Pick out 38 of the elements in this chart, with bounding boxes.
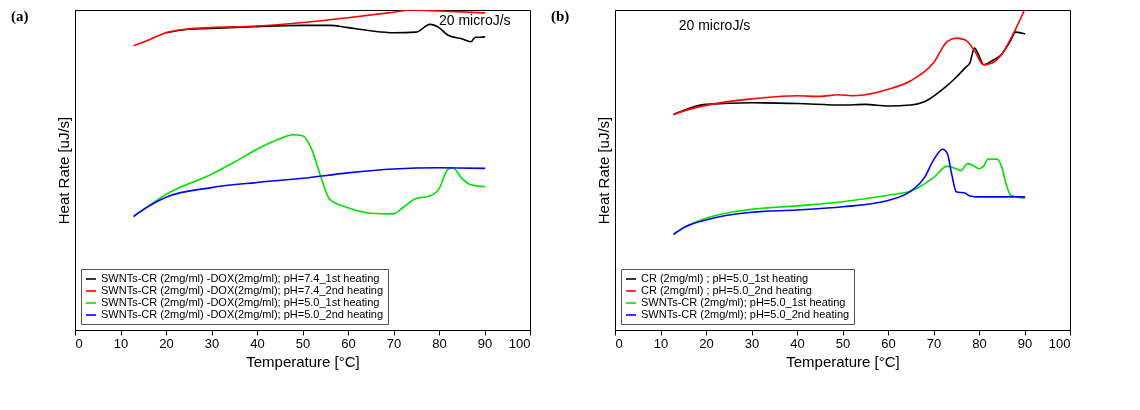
x-tick-label: 40	[250, 335, 265, 351]
x-tick-label: 20	[159, 335, 174, 351]
x-axis-title: Temperature [°C]	[786, 352, 900, 370]
x-tick-label: 0	[615, 335, 623, 351]
x-tick-label: 60	[881, 335, 896, 351]
chart-title: (b)	[551, 8, 570, 25]
legend-label: SWNTs-CR (2mg/ml) -DOX(2mg/ml); pH=5.0_1st heating	[101, 296, 380, 308]
x-tick-label: 90	[1017, 335, 1033, 351]
y-axis-title: Heat Rate [uJ/s]	[594, 116, 612, 225]
x-tick-label: 80	[432, 335, 447, 351]
legend-label: CR (2mg/ml) ; pH=5.0_1st heating	[641, 272, 809, 284]
y-axis-title: Heat Rate [uJ/s]	[54, 116, 72, 225]
legend-label: SWNTs-CR (2mg/ml); pH=5.0_1st heating	[641, 296, 846, 308]
x-tick-label: 80	[972, 335, 987, 351]
x-tick-label: 50	[835, 335, 851, 351]
chart-title: (a)	[11, 8, 29, 25]
legend-label: SWNTs-CR (2mg/ml) -DOX(2mg/ml); pH=5.0_2nd heating	[101, 308, 384, 320]
x-tick-label: 10	[113, 335, 129, 351]
legend-label: SWNTs-CR (2mg/ml) -DOX(2mg/ml); pH=7.4_1st heating	[101, 272, 380, 284]
annotation: 20 microJ/s	[439, 12, 511, 29]
x-axis-title: Temperature [°C]	[246, 352, 360, 370]
x-tick-label: 30	[744, 335, 760, 351]
annotation: 20 microJ/s	[678, 17, 751, 33]
x-tick-label: 100	[508, 335, 531, 351]
x-tick-label: 70	[386, 335, 402, 351]
x-tick-label: 100	[1048, 335, 1071, 351]
x-tick-label: 10	[653, 335, 669, 351]
legend-label: CR (2mg/ml) ; pH=5.0_2nd heating	[641, 284, 812, 296]
legend-label: SWNTs-CR (2mg/ml) -DOX(2mg/ml); pH=7.4_2nd heating	[101, 284, 384, 296]
x-tick-label: 0	[75, 335, 83, 351]
x-tick-label: 90	[477, 335, 493, 351]
x-tick-label: 50	[295, 335, 311, 351]
x-tick-label: 40	[790, 335, 805, 351]
x-tick-label: 20	[699, 335, 714, 351]
legend-label: SWNTs-CR (2mg/ml); pH=5.0_2nd heating	[641, 308, 850, 320]
x-tick-label: 30	[204, 335, 220, 351]
x-tick-label: 70	[926, 335, 942, 351]
x-tick-label: 60	[341, 335, 356, 351]
